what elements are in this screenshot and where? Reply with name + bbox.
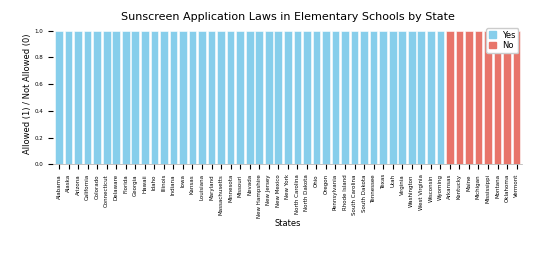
Bar: [456, 30, 463, 164]
Bar: [494, 30, 502, 164]
Bar: [64, 30, 72, 164]
Bar: [351, 30, 358, 164]
Bar: [198, 30, 206, 164]
Y-axis label: Allowed (1) / Not Allowed (0): Allowed (1) / Not Allowed (0): [23, 34, 32, 154]
Bar: [74, 30, 82, 164]
Bar: [437, 30, 444, 164]
Bar: [217, 30, 225, 164]
Bar: [341, 30, 349, 164]
Bar: [122, 30, 130, 164]
Bar: [227, 30, 235, 164]
Bar: [274, 30, 282, 164]
Bar: [398, 30, 406, 164]
Bar: [484, 30, 492, 164]
Bar: [265, 30, 272, 164]
Bar: [465, 30, 473, 164]
Bar: [255, 30, 263, 164]
Bar: [112, 30, 120, 164]
Bar: [513, 30, 520, 164]
Bar: [208, 30, 215, 164]
Legend: Yes, No: Yes, No: [486, 28, 518, 53]
Bar: [313, 30, 320, 164]
Bar: [55, 30, 63, 164]
Bar: [93, 30, 101, 164]
Bar: [332, 30, 340, 164]
Bar: [322, 30, 330, 164]
Bar: [132, 30, 139, 164]
Bar: [189, 30, 196, 164]
Bar: [169, 30, 177, 164]
Bar: [408, 30, 416, 164]
Bar: [246, 30, 254, 164]
Bar: [150, 30, 158, 164]
Bar: [141, 30, 149, 164]
Bar: [475, 30, 482, 164]
Bar: [236, 30, 244, 164]
Bar: [103, 30, 110, 164]
Bar: [503, 30, 511, 164]
Bar: [370, 30, 377, 164]
X-axis label: States: States: [274, 219, 301, 228]
Bar: [427, 30, 434, 164]
Title: Sunscreen Application Laws in Elementary Schools by State: Sunscreen Application Laws in Elementary…: [121, 12, 455, 22]
Bar: [84, 30, 92, 164]
Bar: [294, 30, 301, 164]
Bar: [417, 30, 425, 164]
Bar: [389, 30, 397, 164]
Bar: [446, 30, 454, 164]
Bar: [284, 30, 292, 164]
Bar: [160, 30, 168, 164]
Bar: [179, 30, 187, 164]
Bar: [303, 30, 311, 164]
Bar: [360, 30, 368, 164]
Bar: [379, 30, 387, 164]
